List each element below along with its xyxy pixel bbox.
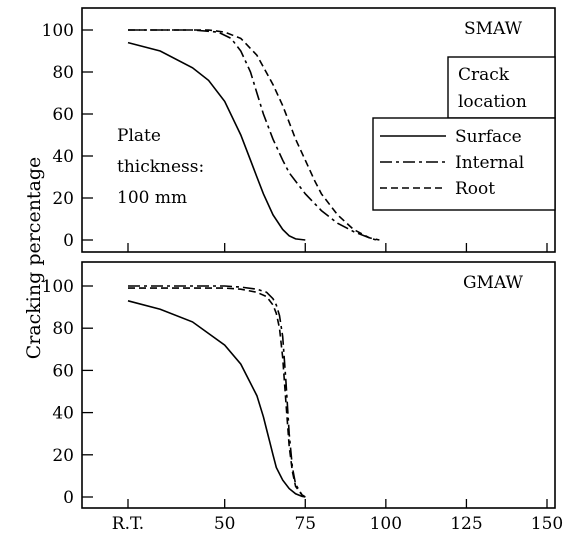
panel-title: SMAW xyxy=(464,19,523,39)
panel-gmaw: 0 20 40 60 80 100 GMAW xyxy=(42,261,556,509)
panel-title: GMAW xyxy=(463,273,524,293)
panel-frame xyxy=(81,261,556,509)
annotation-line: 100 mm xyxy=(117,188,187,208)
y-tick-label: 100 xyxy=(42,21,74,41)
legend-box xyxy=(372,117,556,211)
series-root-line xyxy=(128,29,380,241)
y-tick-label: 80 xyxy=(52,319,74,339)
y-tick-label: 20 xyxy=(52,446,74,466)
series-surface-line xyxy=(127,300,306,498)
y-tick-label: 100 xyxy=(42,277,74,297)
series-surface-line xyxy=(127,41,306,241)
y-tick-label: 0 xyxy=(63,488,74,508)
x-tick-label: 150 xyxy=(531,514,563,534)
series-root-line xyxy=(128,287,306,498)
y-tick-label: 60 xyxy=(52,105,74,125)
x-tick-label: 75 xyxy=(294,514,316,534)
y-axis-label: Cracking percentage xyxy=(23,157,45,360)
panel-smaw: 0 20 40 60 80 100 SMAW Plate thickness: 100 mm xyxy=(42,7,556,253)
y-tick-label: 60 xyxy=(52,361,74,381)
chart-panels: 0 20 40 60 80 100 SMAW Plate thickness: 100 mm 0 20… xyxy=(42,7,563,534)
legend: Crack location Surface Internal Root xyxy=(372,56,556,211)
y-tick-label: 40 xyxy=(52,404,74,424)
y-tick-label: 40 xyxy=(52,147,74,167)
legend-title-box xyxy=(447,56,556,119)
x-tick-label: 125 xyxy=(450,514,482,534)
legend-label-internal: Internal xyxy=(455,153,524,173)
y-tick-label: 0 xyxy=(63,231,74,251)
legend-title: location xyxy=(458,92,527,112)
annotation-line: thickness: xyxy=(117,157,204,177)
legend-label-root: Root xyxy=(455,179,495,199)
series-internal-line xyxy=(128,29,377,241)
y-tick-label: 20 xyxy=(52,189,74,209)
annotation-line: Plate xyxy=(117,126,161,146)
x-tick-label: R.T. xyxy=(112,514,144,534)
series-internal-line xyxy=(128,285,306,498)
y-tick-label: 80 xyxy=(52,63,74,83)
x-tick-label: 50 xyxy=(214,514,236,534)
legend-label-surface: Surface xyxy=(455,127,522,147)
legend-title: Crack xyxy=(458,65,510,85)
x-tick-label: 100 xyxy=(370,514,402,534)
